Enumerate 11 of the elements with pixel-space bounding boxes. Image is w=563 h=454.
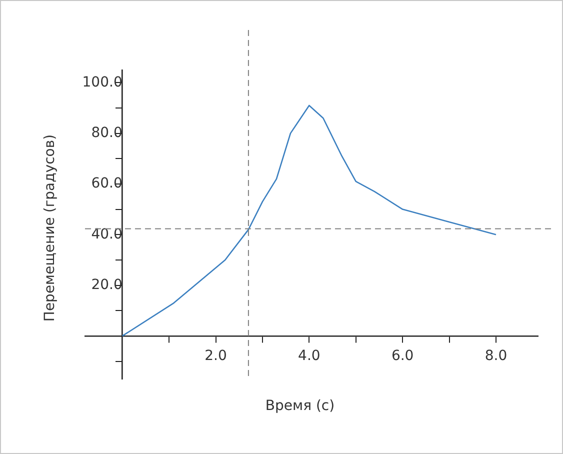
y-tick-label: 80.0 [91, 124, 122, 141]
y-tick-label: 20.0 [91, 276, 122, 293]
y-axis-title: Перемещение (градусов) [42, 133, 58, 324]
y-tick-label: 40.0 [91, 226, 122, 242]
y-tick-label: 100.0 [82, 74, 122, 90]
x-tick-label: 8.0 [484, 348, 508, 364]
x-tick-label: 4.0 [298, 348, 320, 364]
x-axis-title: Время (с) [264, 398, 336, 414]
x-tick-label: 6.0 [391, 348, 414, 364]
y-tick-label: 60.0 [91, 176, 122, 192]
x-tick-label: 2.0 [204, 348, 227, 364]
